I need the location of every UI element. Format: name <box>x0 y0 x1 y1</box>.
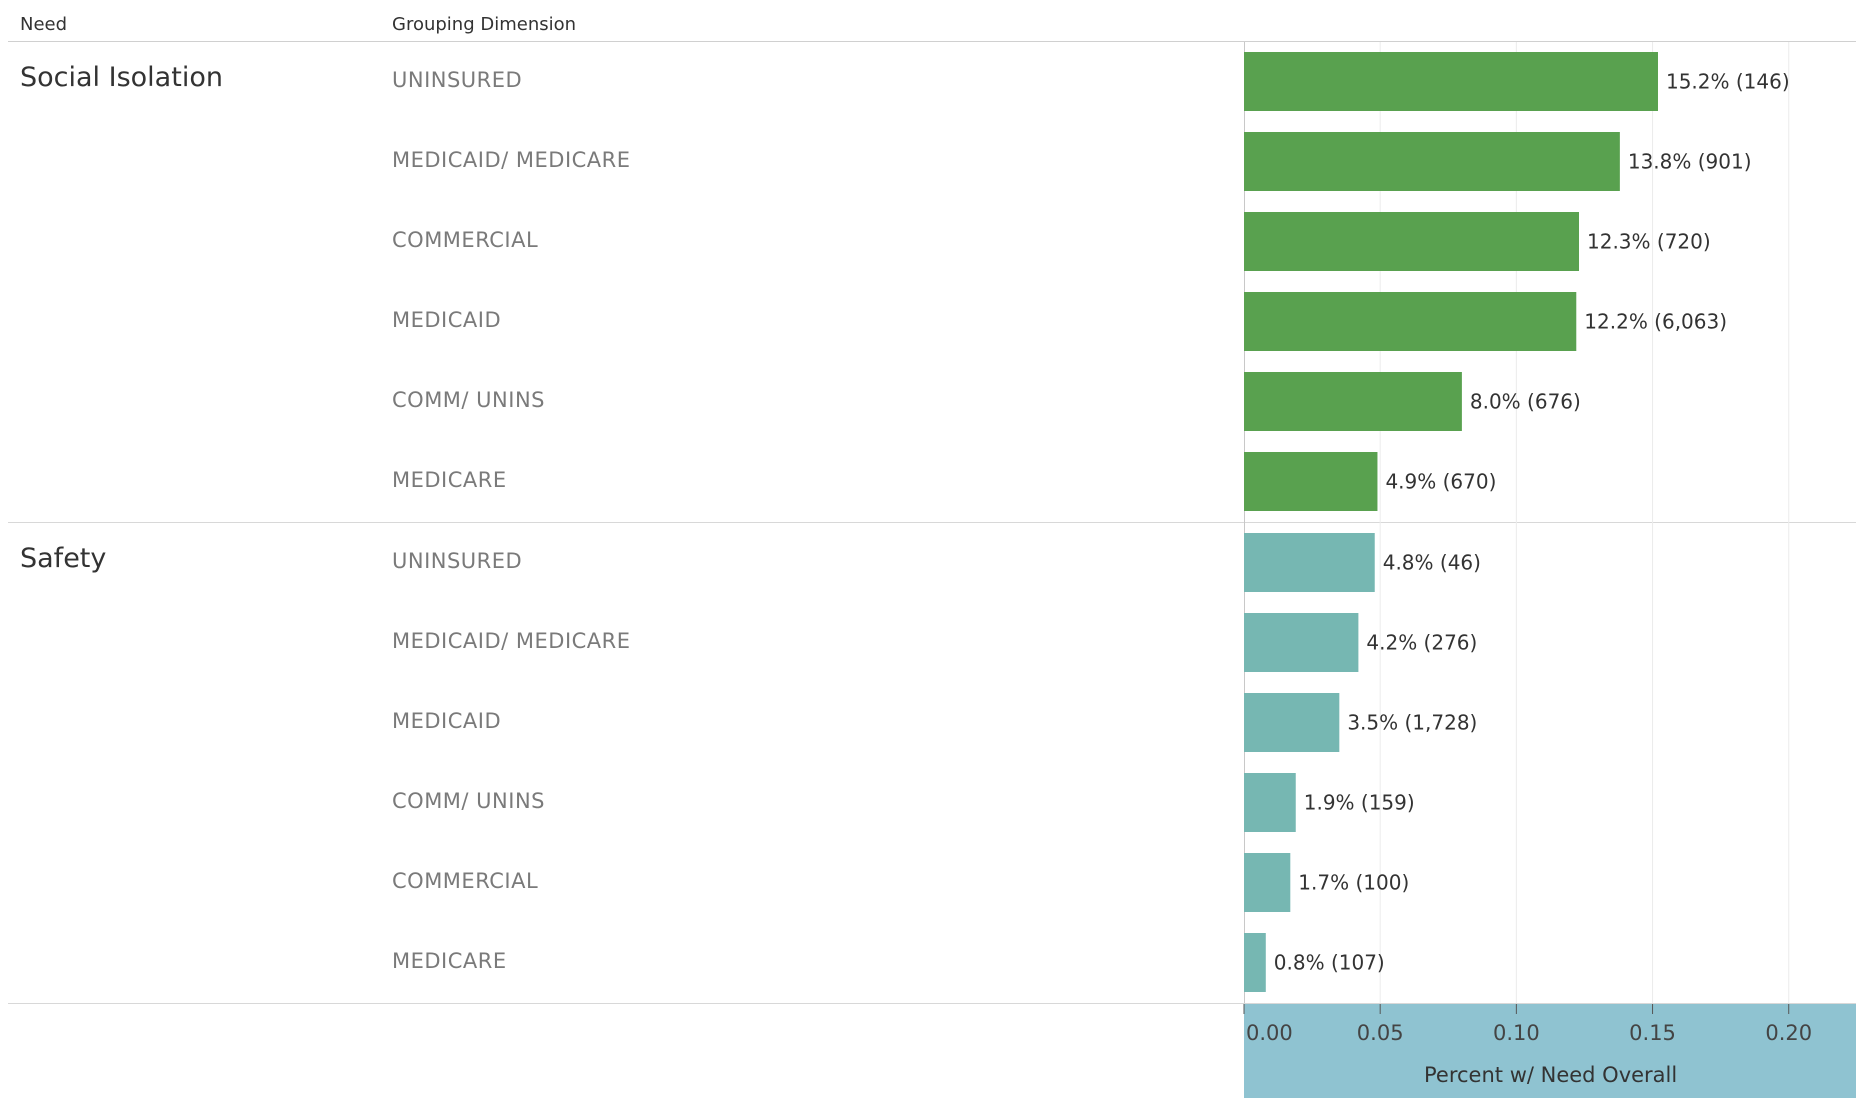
group-divider <box>8 522 1856 523</box>
axis-divider <box>8 1003 1856 1004</box>
row-label: UNINSURED <box>392 549 523 573</box>
bar <box>1244 52 1658 111</box>
bar-value-label: 0.8% (107) <box>1274 951 1385 975</box>
row-label: MEDICARE <box>392 949 507 973</box>
bar-value-label: 12.2% (6,063) <box>1584 310 1727 334</box>
bar <box>1244 292 1577 351</box>
bar-value-label: 1.9% (159) <box>1304 791 1415 815</box>
bar <box>1244 372 1462 431</box>
bar-value-label: 13.8% (901) <box>1628 150 1752 174</box>
x-tick-label: 0.00 <box>1246 1021 1293 1045</box>
header-divider <box>8 41 1856 42</box>
bar-value-label: 4.8% (46) <box>1383 551 1481 575</box>
row-label: MEDICAID/ MEDICARE <box>392 148 631 172</box>
row-label: UNINSURED <box>392 68 523 92</box>
x-axis-band <box>1244 1004 1856 1098</box>
row-label: MEDICARE <box>392 468 507 492</box>
need-label-social-isolation: Social Isolation <box>20 62 223 93</box>
bar <box>1244 533 1375 592</box>
row-label: MEDICAID <box>392 709 502 733</box>
bar <box>1244 853 1291 912</box>
row-label: COMM/ UNINS <box>392 789 545 813</box>
bar-value-label: 3.5% (1,728) <box>1347 711 1477 735</box>
row-label: MEDICAID/ MEDICARE <box>392 629 631 653</box>
bar <box>1244 933 1266 992</box>
x-tick-label: 0.20 <box>1765 1021 1812 1045</box>
bar <box>1244 693 1340 752</box>
x-tick-label: 0.05 <box>1357 1021 1404 1045</box>
bar-value-label: 12.3% (720) <box>1587 230 1711 254</box>
header-need: Need <box>20 14 68 35</box>
bar <box>1244 773 1296 832</box>
bar-value-label: 15.2% (146) <box>1666 70 1790 94</box>
header-grouping-dimension: Grouping Dimension <box>392 14 577 35</box>
x-tick-label: 0.15 <box>1629 1021 1676 1045</box>
bar <box>1244 452 1378 511</box>
bar-value-label: 4.9% (670) <box>1385 470 1496 494</box>
bar-value-label: 4.2% (276) <box>1366 631 1477 655</box>
x-tick-label: 0.10 <box>1493 1021 1540 1045</box>
need-label-safety: Safety <box>20 543 107 574</box>
bar-value-label: 1.7% (100) <box>1298 871 1409 895</box>
x-axis-title: Percent w/ Need Overall <box>1424 1063 1678 1087</box>
bar <box>1244 212 1580 271</box>
bar-value-label: 8.0% (676) <box>1470 390 1581 414</box>
row-label: MEDICAID <box>392 308 502 332</box>
bar <box>1244 132 1620 191</box>
bar <box>1244 613 1359 672</box>
row-label: COMMERCIAL <box>392 869 539 893</box>
row-label: COMM/ UNINS <box>392 388 545 412</box>
row-label: COMMERCIAL <box>392 228 539 252</box>
